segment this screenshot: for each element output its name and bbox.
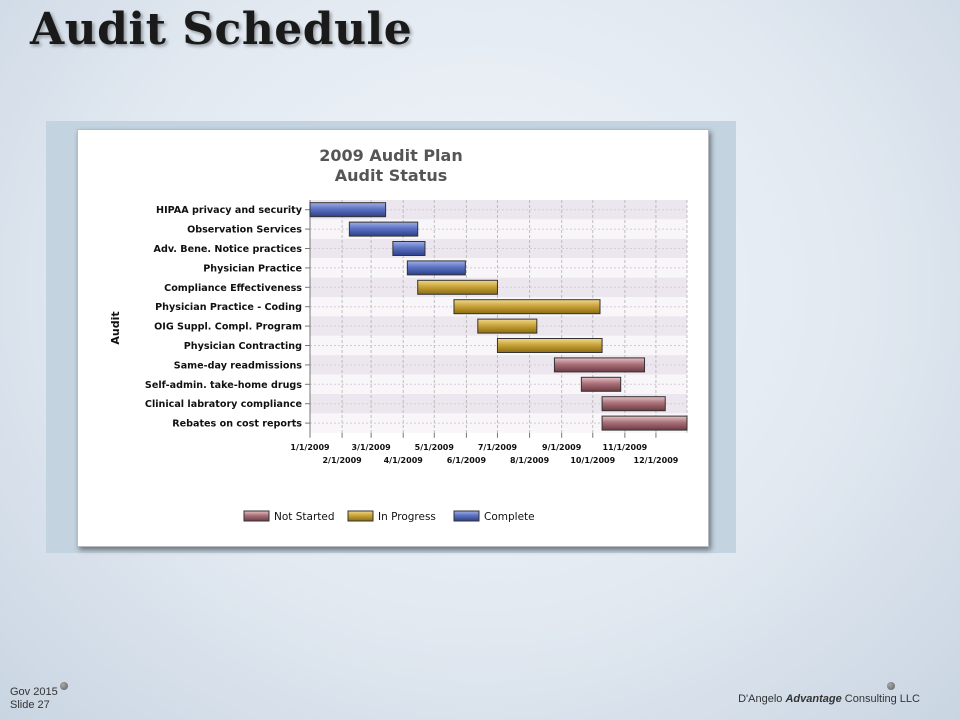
footer-left-dot	[60, 682, 68, 690]
task-label: Self-admin. take-home drugs	[145, 380, 302, 391]
x-tick-label: 7/1/2009	[478, 443, 518, 452]
footer-company: D'Angelo Advantage Consulting LLC	[738, 693, 920, 705]
footer-company-brand: Advantage	[785, 693, 842, 705]
task-bar	[580, 376, 622, 392]
chart-title: 2009 Audit Plan	[319, 146, 462, 165]
footer-company-pre: D'Angelo	[738, 693, 786, 705]
x-tick-label: 3/1/2009	[351, 443, 391, 452]
task-bar	[417, 279, 498, 295]
y-axis-label: Audit	[109, 311, 122, 344]
task-label: Observation Services	[187, 225, 302, 236]
slide-title: Audit Schedule	[30, 4, 413, 55]
task-bar	[496, 338, 603, 353]
legend-swatch-in-progress	[347, 510, 374, 522]
task-label: Physician Practice - Coding	[155, 302, 302, 313]
legend-label-in-progress: In Progress	[378, 511, 436, 523]
task-bar	[601, 415, 688, 431]
x-axis-ticks: 1/1/2009 3/1/2009 5/1/2009 7/1/2009 9/1/2009…	[290, 432, 679, 465]
x-tick-label: 12/1/2009	[634, 456, 679, 465]
x-tick-label: 1/1/2009	[290, 443, 330, 452]
task-bars	[309, 202, 688, 431]
legend-swatch-not-started	[243, 510, 270, 522]
x-tick-label: 8/1/2009	[510, 456, 550, 465]
x-tick-label: 4/1/2009	[384, 456, 424, 465]
task-bar	[477, 318, 538, 334]
task-bar	[553, 357, 646, 373]
task-bar	[406, 260, 466, 276]
x-tick-label: 9/1/2009	[542, 443, 582, 452]
footer-company-post: Consulting LLC	[841, 693, 920, 705]
x-tick-label: 2/1/2009	[322, 456, 362, 465]
task-label: Physician Contracting	[184, 341, 302, 352]
task-label: Adv. Bene. Notice practices	[154, 244, 303, 255]
task-label: Clinical labratory compliance	[145, 399, 303, 410]
x-tick-label: 11/1/2009	[602, 443, 647, 452]
gantt-chart: 2009 Audit Plan Audit Status Audit HIPAA…	[109, 146, 688, 523]
task-label: Physician Practice	[203, 263, 302, 274]
x-tick-label: 6/1/2009	[447, 456, 487, 465]
task-label: Same-day readmissions	[174, 360, 303, 371]
footer-right-dot	[887, 682, 895, 690]
footer-slide-number: Slide 27	[10, 699, 50, 711]
legend-swatch-complete	[453, 510, 480, 522]
task-bar	[453, 299, 601, 315]
task-label: Compliance Effectiveness	[164, 283, 302, 294]
task-label: HIPAA privacy and security	[156, 205, 303, 216]
legend: Not Started In Progress Complete	[243, 510, 535, 523]
x-tick-label: 10/1/2009	[570, 456, 615, 465]
chart-subtitle: Audit Status	[335, 166, 447, 185]
legend-label-not-started: Not Started	[274, 511, 335, 523]
footer-left: Gov 2015 Slide 27	[10, 686, 58, 712]
chart-card: 2009 Audit Plan Audit Status Audit HIPAA…	[77, 129, 709, 547]
task-bar	[601, 396, 666, 412]
x-tick-label: 5/1/2009	[415, 443, 455, 452]
task-labels: HIPAA privacy and security Observation Se…	[145, 205, 310, 430]
task-label: Rebates on cost reports	[172, 419, 302, 430]
task-bar	[348, 221, 419, 237]
task-label: OIG Suppl. Compl. Program	[154, 322, 302, 333]
footer-course: Gov 2015	[10, 686, 58, 698]
task-bar	[392, 241, 426, 256]
task-bar	[309, 202, 387, 218]
legend-label-complete: Complete	[484, 511, 535, 523]
